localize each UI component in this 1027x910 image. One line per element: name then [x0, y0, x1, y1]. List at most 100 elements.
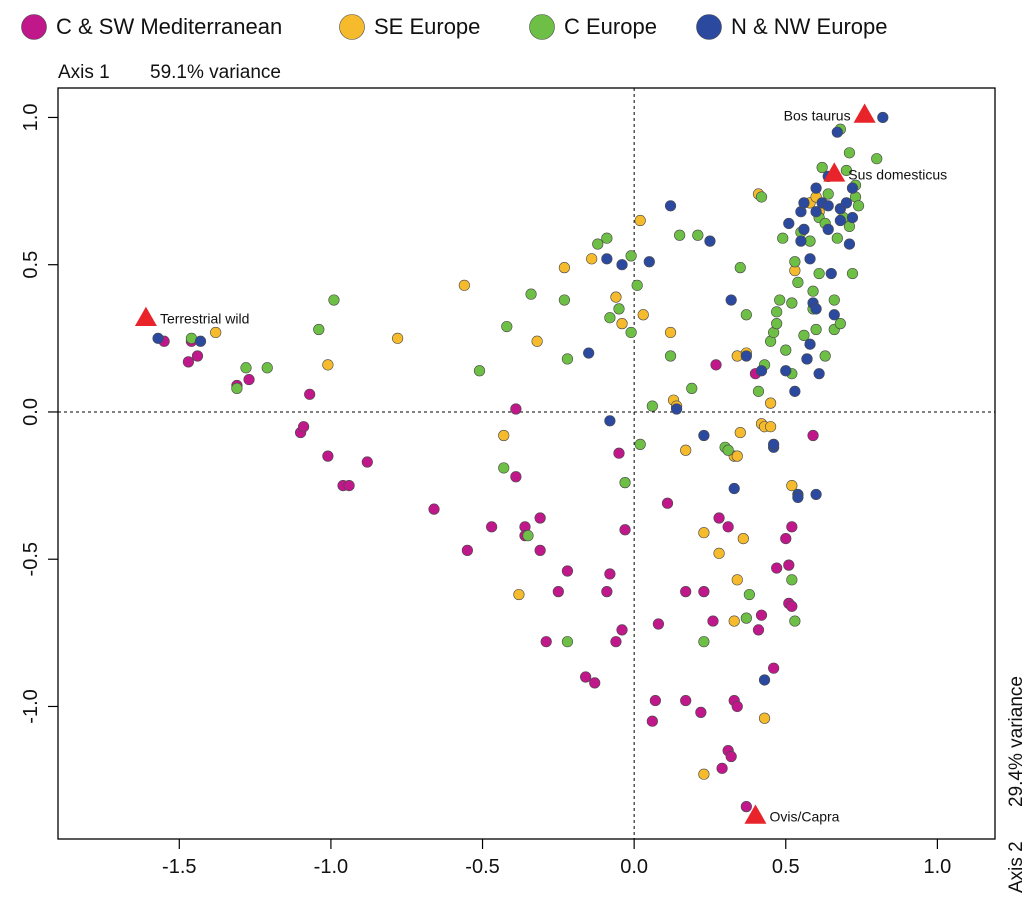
data-point [646, 715, 658, 727]
data-point [191, 350, 204, 362]
y-axis: 1.0 0.5 0.0 -0.5 -1.0 [20, 104, 58, 724]
data-point [664, 326, 677, 339]
data-point [231, 382, 243, 395]
reference-label: Terrestrial wild [160, 311, 249, 327]
data-point [846, 267, 859, 280]
data-point [771, 306, 783, 318]
data-point [649, 694, 661, 707]
legend-swatch [696, 14, 722, 40]
series-0 [158, 335, 819, 813]
data-point [601, 586, 613, 598]
data-point [834, 318, 846, 330]
data-point [643, 256, 655, 268]
legend-label: N & NW Europe [731, 14, 888, 39]
data-point [534, 512, 546, 524]
data-point [592, 238, 604, 250]
data-point [637, 309, 649, 321]
data-point [580, 671, 592, 683]
data-point [786, 479, 798, 492]
series-3 [152, 111, 889, 686]
data-point [840, 197, 853, 209]
y-tick-label: 0.5 [20, 251, 42, 279]
x-tick-label: -1.5 [162, 856, 196, 878]
data-point [674, 229, 686, 241]
data-point [392, 332, 404, 344]
data-point [561, 353, 574, 365]
data-point [589, 677, 601, 689]
data-point [871, 153, 883, 165]
data-point [828, 309, 840, 321]
data-point [680, 694, 692, 707]
data-point [810, 182, 822, 194]
data-point [510, 471, 522, 483]
data-point [713, 512, 725, 524]
data-point [765, 397, 777, 409]
data-point [240, 362, 252, 374]
data-point [604, 312, 616, 324]
data-point [743, 588, 755, 601]
data-point [740, 350, 752, 362]
data-point [634, 214, 646, 227]
legend-label: SE Europe [374, 14, 480, 39]
reference-label: Ovis/Capra [769, 808, 839, 824]
data-point [819, 350, 831, 362]
data-point [304, 388, 316, 400]
data-point [725, 750, 737, 763]
axis2-title: Axis 2 [1006, 841, 1027, 893]
data-point [601, 253, 613, 265]
data-point [846, 182, 859, 194]
data-point [513, 588, 525, 601]
data-point [619, 524, 631, 536]
data-point [583, 347, 595, 359]
data-point [780, 365, 792, 377]
data-point [798, 197, 810, 209]
data-point [152, 332, 164, 344]
x-tick-label: -1.0 [314, 856, 348, 878]
data-point [298, 421, 310, 433]
x-tick-label: 0.0 [620, 856, 648, 878]
data-point [428, 503, 440, 515]
data-point [540, 636, 552, 648]
axis2-variance: 29.4% variance [1006, 676, 1027, 807]
data-point [786, 297, 798, 309]
data-point [801, 353, 813, 365]
data-point [634, 438, 646, 450]
legend-swatch [21, 14, 47, 40]
data-point [692, 229, 704, 241]
data-point [664, 350, 677, 362]
data-point [807, 429, 819, 442]
data-point [194, 335, 207, 347]
data-point [661, 497, 674, 509]
data-point [765, 421, 777, 433]
data-point [740, 801, 752, 813]
data-point [561, 636, 574, 648]
data-point [210, 326, 222, 339]
data-point [792, 276, 804, 288]
data-point [710, 359, 722, 371]
data-point [731, 700, 743, 713]
data-point [783, 217, 795, 230]
data-point [798, 329, 810, 341]
data-point [531, 335, 543, 347]
data-point [831, 126, 843, 138]
data-point [671, 403, 683, 415]
data-point [616, 624, 628, 636]
data-point [725, 294, 737, 306]
data-point [486, 521, 498, 533]
data-point [807, 285, 819, 297]
data-point [798, 223, 810, 235]
data-point [586, 253, 598, 265]
data-point [182, 356, 194, 368]
data-point [789, 615, 801, 627]
y-tick-label: 1.0 [20, 104, 42, 132]
data-point [783, 559, 795, 571]
y-tick-label: -0.5 [20, 542, 42, 576]
data-point [713, 547, 725, 559]
data-point [616, 259, 628, 271]
data-point [752, 624, 765, 636]
legend-swatch [529, 14, 555, 40]
data-point [552, 586, 564, 598]
data-point [768, 438, 780, 450]
x-tick-label: -0.5 [465, 856, 499, 878]
